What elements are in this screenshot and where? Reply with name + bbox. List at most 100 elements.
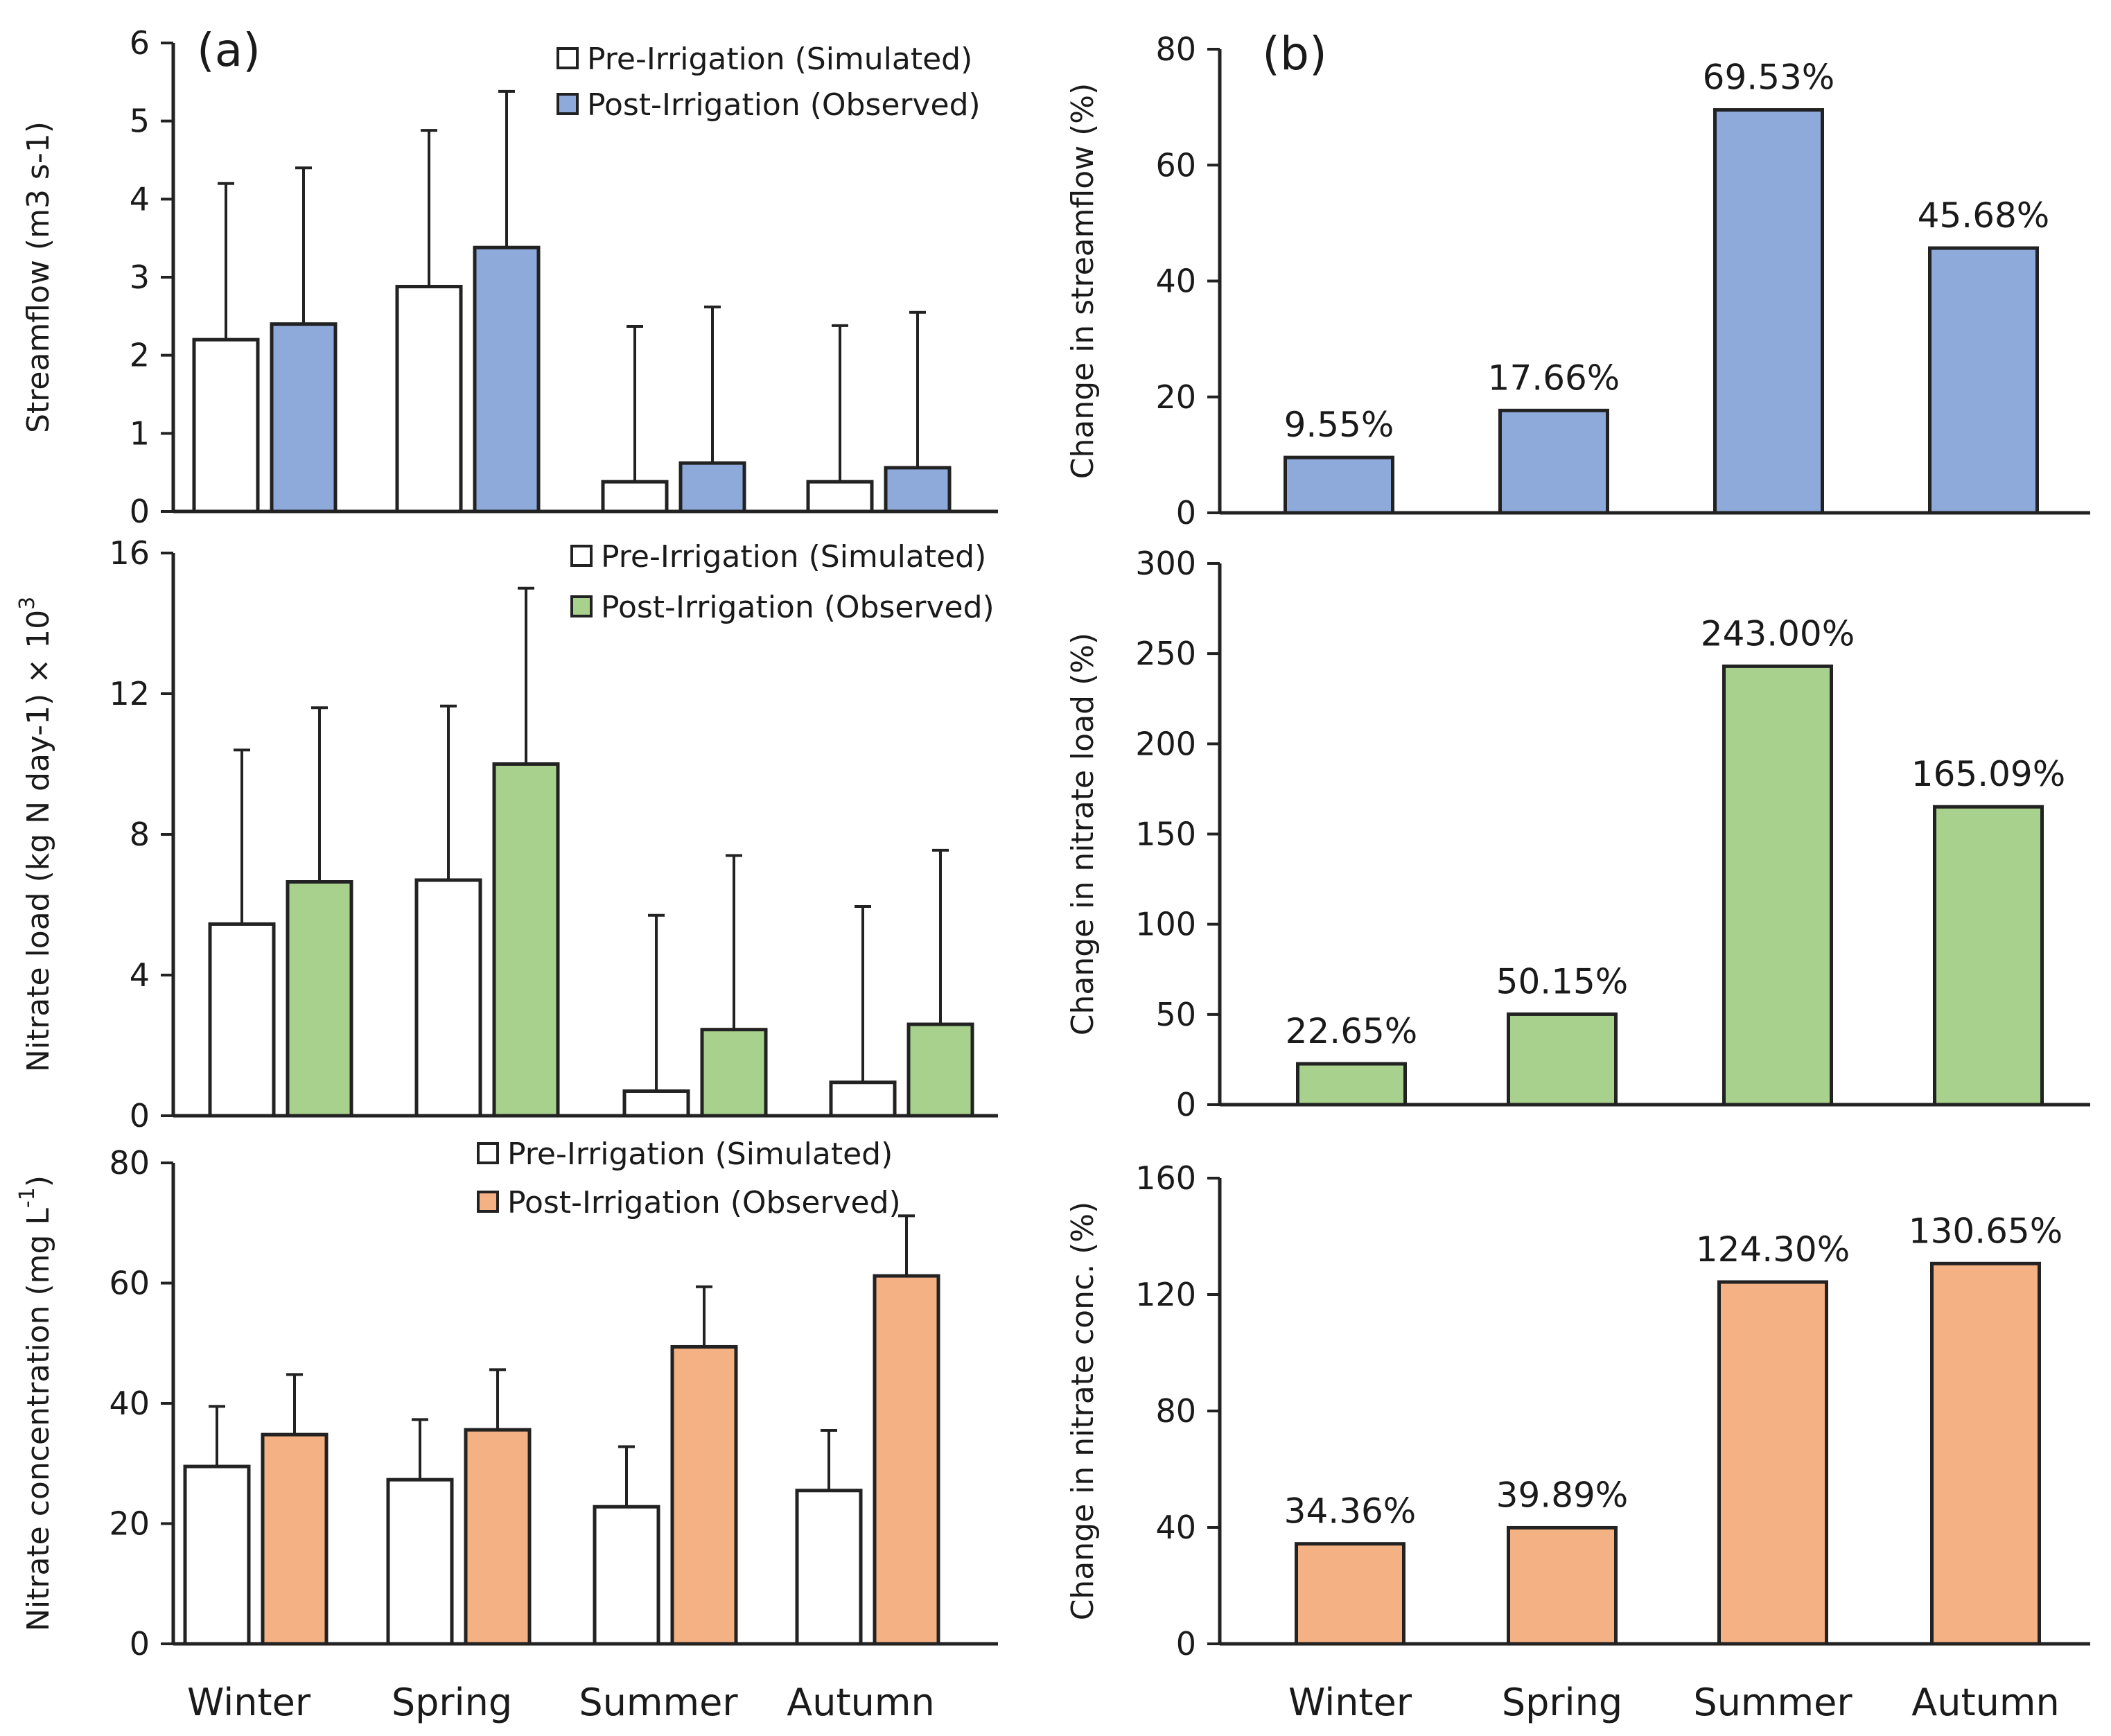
bar-post-irrigation bbox=[884, 466, 952, 514]
y-tick-label: 2 bbox=[130, 337, 150, 374]
data-label: 45.68% bbox=[1918, 195, 2050, 236]
y-axis-label: Streamflow (m3 s-1) bbox=[21, 121, 56, 433]
legend-swatch-pre bbox=[477, 1142, 499, 1164]
legend-swatch-post bbox=[570, 595, 593, 617]
y-tick-label: 4 bbox=[130, 180, 150, 218]
y-tick-label: 100 bbox=[1135, 906, 1196, 943]
x-category-label: Winter bbox=[187, 1681, 311, 1724]
data-label: 50.15% bbox=[1496, 961, 1629, 1001]
bar-pre-irrigation bbox=[622, 1089, 690, 1118]
bar-change bbox=[1296, 1062, 1407, 1107]
y-tick-label: 3 bbox=[130, 258, 150, 296]
y-tick-label: 60 bbox=[1155, 146, 1196, 184]
x-category-label: Winter bbox=[1288, 1681, 1412, 1724]
y-tick-label: 160 bbox=[1135, 1159, 1196, 1197]
bar-pre-irrigation bbox=[208, 922, 276, 1118]
x-category-label: Summer bbox=[1693, 1681, 1852, 1724]
y-tick-label: 20 bbox=[1155, 378, 1196, 416]
x-axis-categories-a: Winter Spring Summer Autumn bbox=[187, 1681, 935, 1724]
y-axis-label: Change in nitrate load (%) bbox=[1065, 633, 1101, 1035]
data-label: 165.09% bbox=[1911, 754, 2065, 794]
legend-swatch-post bbox=[477, 1191, 499, 1213]
x-category-label: Summer bbox=[579, 1681, 738, 1724]
y-tick-label: 40 bbox=[109, 1385, 150, 1422]
bar-post-irrigation bbox=[492, 762, 560, 1118]
data-label: 22.65% bbox=[1286, 1011, 1418, 1051]
panel-label: (a) bbox=[197, 24, 261, 77]
bar-post-irrigation bbox=[286, 880, 353, 1118]
y-tick-label: 80 bbox=[1155, 1392, 1196, 1430]
data-label: 9.55% bbox=[1284, 405, 1394, 445]
bar-change bbox=[1713, 108, 1824, 515]
x-category-label: Autumn bbox=[787, 1681, 934, 1724]
y-tick-label: 80 bbox=[109, 1144, 150, 1182]
bar-pre-irrigation bbox=[183, 1464, 251, 1646]
bar-post-irrigation bbox=[464, 1428, 532, 1646]
y-tick-label: 0 bbox=[1176, 1086, 1196, 1123]
panel-b-nitrate-conc-change: 0 40 80 120 160 Change in nitrate conc. (%) 34… bbox=[1065, 1159, 2090, 1663]
bar-pre-irrigation bbox=[395, 285, 463, 514]
legend-label-post: Post-Irrigation (Observed) bbox=[587, 87, 981, 123]
data-label: 17.66% bbox=[1488, 358, 1620, 398]
bar-post-irrigation bbox=[473, 245, 541, 514]
data-label: 69.53% bbox=[1703, 58, 1835, 98]
y-tick-label: 60 bbox=[109, 1265, 150, 1302]
panel-a-streamflow: 0 1 2 3 4 5 6 Streamflow (m3 s-1) (a) Pre-Irrigat… bbox=[21, 24, 998, 530]
y-tick-label: 8 bbox=[130, 816, 150, 853]
x-category-label: Spring bbox=[1502, 1681, 1622, 1724]
y-axis-label: Change in streamflow (%) bbox=[1065, 83, 1101, 479]
bar-change bbox=[1507, 1525, 1618, 1646]
y-tick-label: 0 bbox=[130, 1625, 150, 1663]
bar-pre-irrigation bbox=[386, 1478, 454, 1646]
legend-label-pre: Pre-Irrigation (Simulated) bbox=[507, 1137, 893, 1172]
panel-a-nitrate-load: 0 4 8 12 16 Nitrate load (kg N day-1) × 103 Pr… bbox=[15, 534, 998, 1134]
y-tick-label: 40 bbox=[1155, 263, 1196, 300]
bar-post-irrigation bbox=[678, 461, 746, 514]
bar-change bbox=[1498, 408, 1609, 515]
y-tick-label: 250 bbox=[1135, 635, 1196, 672]
bar-pre-irrigation bbox=[829, 1080, 897, 1118]
x-category-label: Autumn bbox=[1911, 1681, 2059, 1724]
bar-post-irrigation bbox=[261, 1432, 329, 1646]
data-label: 124.30% bbox=[1696, 1229, 1850, 1270]
y-tick-label: 16 bbox=[109, 534, 150, 572]
y-tick-label: 200 bbox=[1135, 725, 1196, 762]
y-tick-label: 120 bbox=[1135, 1276, 1196, 1313]
data-label: 34.36% bbox=[1284, 1491, 1417, 1532]
panel-b-nitrate-load-change: 0 50 100 150 200 250 300 Change in nitrate load… bbox=[1065, 545, 2090, 1123]
y-tick-label: 4 bbox=[130, 956, 150, 994]
data-label: 39.89% bbox=[1496, 1475, 1629, 1515]
bar-pre-irrigation bbox=[593, 1505, 660, 1646]
y-tick-label: 80 bbox=[1155, 30, 1196, 68]
legend-label-pre: Pre-Irrigation (Simulated) bbox=[601, 539, 986, 575]
bar-change bbox=[1933, 805, 2044, 1107]
legend-swatch-pre bbox=[557, 47, 579, 69]
x-axis-categories-b: Winter Spring Summer Autumn bbox=[1288, 1681, 2060, 1724]
panel-a-nitrate-concentration: 0 20 40 60 80 Nitrate concentration (mg L-1) P… bbox=[15, 1137, 998, 1663]
bar-post-irrigation bbox=[873, 1274, 940, 1646]
bar-change bbox=[1507, 1012, 1618, 1107]
bar-change bbox=[1717, 1280, 1828, 1646]
y-tick-label: 1 bbox=[130, 414, 150, 452]
legend-label-post: Post-Irrigation (Observed) bbox=[507, 1185, 901, 1220]
y-tick-label: 50 bbox=[1155, 996, 1196, 1033]
bar-change bbox=[1295, 1542, 1405, 1646]
bar-post-irrigation bbox=[906, 1022, 974, 1118]
y-tick-label: 12 bbox=[109, 675, 150, 712]
bar-pre-irrigation bbox=[601, 480, 669, 514]
y-tick-label: 150 bbox=[1135, 816, 1196, 853]
bar-post-irrigation bbox=[270, 322, 338, 514]
panel-b-streamflow-change: 0 20 40 60 80 Change in streamflow (%) (b) 9.55… bbox=[1065, 27, 2090, 532]
y-axis-label: Nitrate load (kg N day-1) × 103 bbox=[15, 597, 56, 1072]
legend-label-post: Post-Irrigation (Observed) bbox=[601, 590, 995, 625]
bar-pre-irrigation bbox=[192, 337, 260, 514]
y-tick-label: 0 bbox=[130, 493, 150, 530]
y-tick-label: 0 bbox=[1176, 494, 1196, 532]
y-tick-label: 5 bbox=[130, 103, 150, 140]
bar-change bbox=[1930, 1261, 2041, 1646]
bar-pre-irrigation bbox=[795, 1489, 863, 1646]
y-tick-label: 0 bbox=[1176, 1625, 1196, 1663]
legend-label-pre: Pre-Irrigation (Simulated) bbox=[587, 42, 972, 77]
legend-swatch-post bbox=[557, 93, 579, 115]
